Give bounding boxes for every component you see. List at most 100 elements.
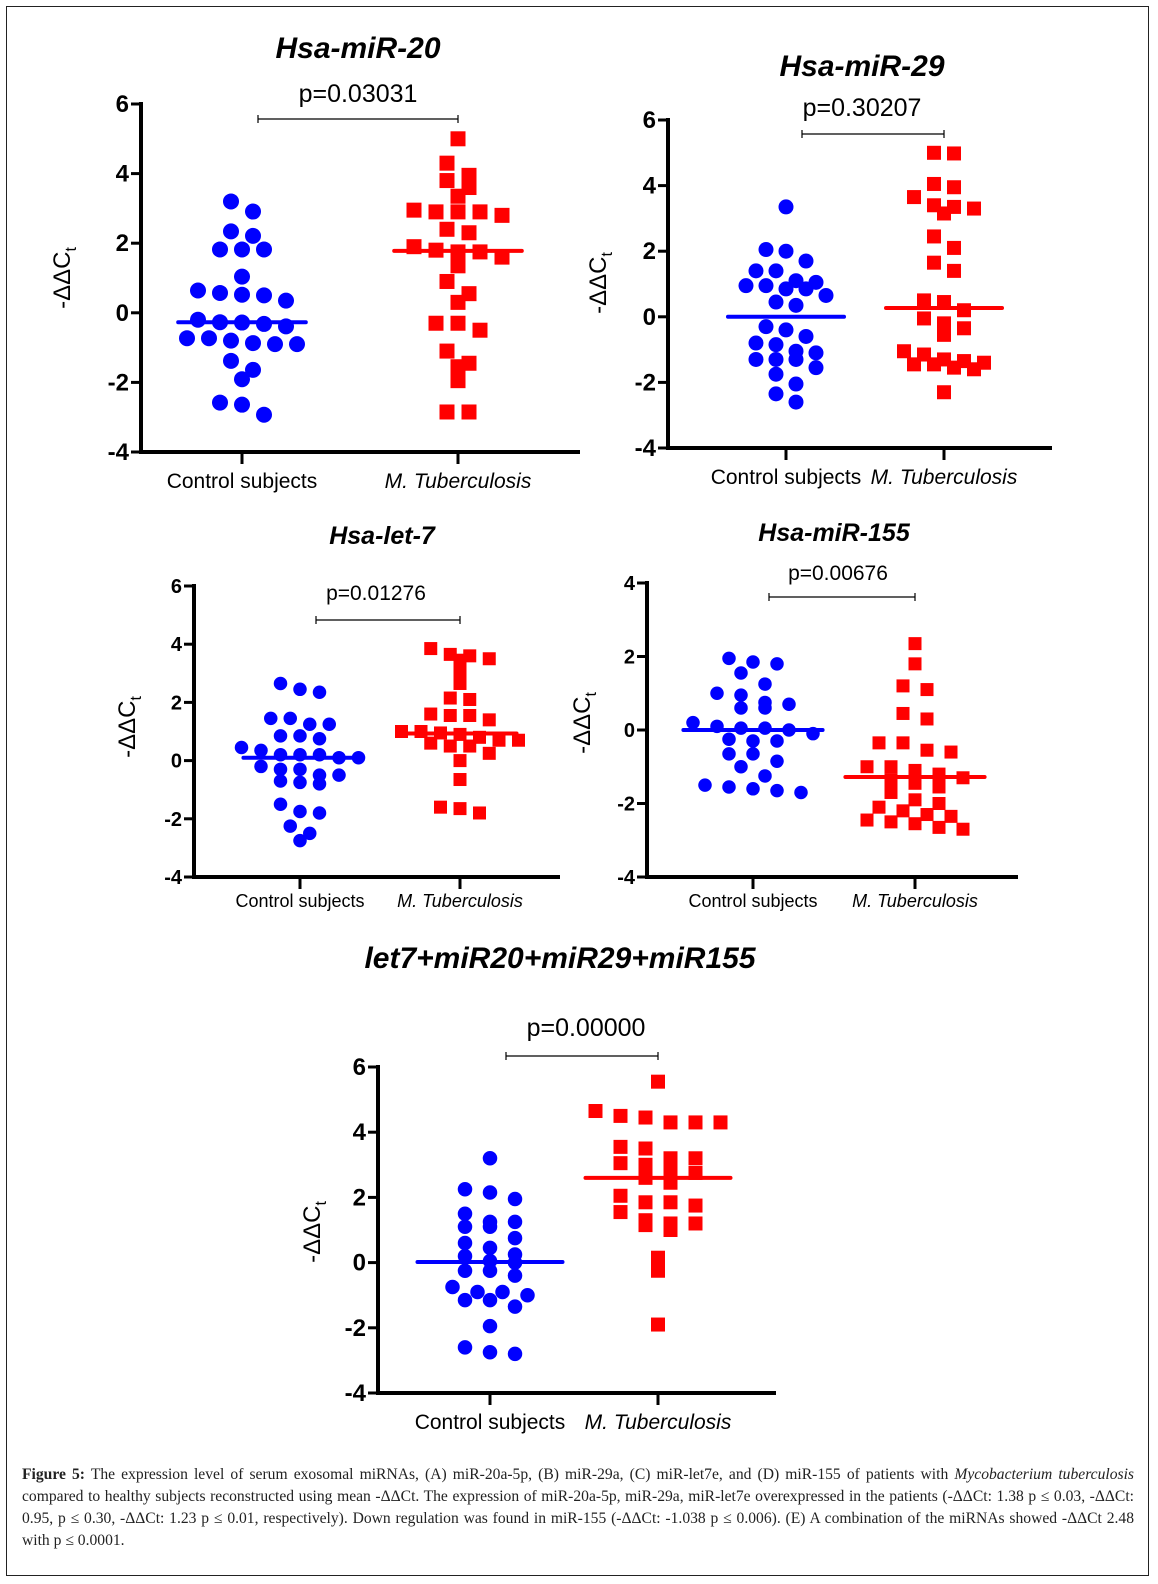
y-axis-label-subscript: t xyxy=(599,252,616,257)
data-point-patient xyxy=(638,1218,653,1233)
data-point-control xyxy=(256,241,272,258)
data-point-patient xyxy=(663,1195,678,1210)
data-point-control xyxy=(457,1182,473,1197)
data-point-control xyxy=(482,1263,498,1278)
data-point-control xyxy=(190,311,206,328)
chart-title: Hsa-miR-20 xyxy=(275,32,440,65)
data-point-control xyxy=(457,1263,473,1278)
data-point-control xyxy=(445,1279,460,1295)
y-axis-label-subscript: t xyxy=(583,692,600,697)
y-axis-label-main: -ΔΔC xyxy=(569,697,596,754)
panel-B: Hsa-miR-29 p=0.30207 6 4 2 0 -2 -4 Control subje… xyxy=(585,50,1052,489)
data-point-control xyxy=(267,336,283,353)
data-point-control xyxy=(788,297,804,313)
data-point-control xyxy=(770,783,784,798)
data-point-patient xyxy=(651,1317,665,1332)
data-point-control xyxy=(788,273,804,289)
data-point-patient xyxy=(860,760,874,774)
data-point-control xyxy=(234,371,250,388)
data-point-control xyxy=(283,711,297,726)
data-point-control xyxy=(768,337,784,353)
y-tick-label: -2 xyxy=(108,369,129,396)
data-point-patient xyxy=(638,1110,653,1125)
data-point-control xyxy=(245,203,261,220)
y-tick-label: 0 xyxy=(116,300,129,327)
data-point-control xyxy=(520,1287,535,1303)
data-point-patient xyxy=(613,1156,628,1171)
data-point-patient xyxy=(439,221,455,237)
data-point-control xyxy=(234,286,250,303)
data-point-patient xyxy=(494,249,510,265)
data-point-patient xyxy=(463,739,477,753)
data-point-patient xyxy=(884,760,898,774)
data-point-patient xyxy=(947,180,961,195)
data-point-control xyxy=(254,759,268,774)
data-point-patient xyxy=(967,201,981,216)
data-point-control xyxy=(482,1292,498,1308)
data-point-control xyxy=(303,826,317,841)
panel-E: let7+miR20+miR29+miR155 p=0.00000 6 4 2 0 -2 -4… xyxy=(299,942,776,1434)
data-point-patient xyxy=(463,692,477,706)
data-point-patient xyxy=(713,1115,728,1130)
data-point-patient xyxy=(932,797,946,810)
y-tick-label: 6 xyxy=(643,107,656,134)
data-point-control xyxy=(507,1268,523,1283)
data-point-control xyxy=(457,1248,473,1264)
data-point-control xyxy=(482,1219,498,1234)
data-point-patient xyxy=(443,708,457,722)
data-point-control xyxy=(507,1191,523,1207)
data-point-control xyxy=(245,361,261,378)
data-point-control xyxy=(778,199,794,215)
data-point-control xyxy=(507,1346,523,1362)
data-point-control xyxy=(278,292,294,309)
data-point-patient xyxy=(482,652,496,666)
data-point-control xyxy=(273,676,288,691)
data-point-patient xyxy=(472,322,488,338)
y-tick-label: 4 xyxy=(171,634,183,656)
data-point-patient xyxy=(428,315,444,331)
data-point-patient xyxy=(461,225,477,241)
data-point-patient xyxy=(453,773,467,787)
x-tick-label: M. Tuberculosis xyxy=(585,1411,732,1434)
p-value-label: p=0.01276 xyxy=(326,582,426,605)
data-point-patient xyxy=(663,1164,678,1179)
data-point-control xyxy=(758,677,772,691)
data-point-control xyxy=(283,819,297,833)
data-point-patient xyxy=(884,815,898,829)
data-point-control xyxy=(212,284,228,301)
data-point-patient xyxy=(908,763,922,777)
data-point-control xyxy=(273,774,288,788)
data-point-patient xyxy=(450,315,466,331)
data-point-patient xyxy=(937,316,951,331)
y-tick-label: 0 xyxy=(171,751,182,773)
y-tick-label: -4 xyxy=(345,1380,367,1407)
data-point-control xyxy=(457,1235,473,1251)
y-tick-label: -2 xyxy=(345,1315,366,1342)
data-point-control xyxy=(734,688,748,702)
data-point-patient xyxy=(613,1108,628,1123)
data-point-control xyxy=(768,366,784,382)
y-axis-label: -ΔΔCt xyxy=(585,252,616,314)
data-point-patient xyxy=(920,683,934,697)
data-point-patient xyxy=(406,202,422,218)
data-point-patient xyxy=(908,657,922,671)
data-point-control xyxy=(293,804,307,819)
y-tick-label: -4 xyxy=(617,867,636,889)
data-point-control xyxy=(746,734,760,748)
data-point-control xyxy=(722,732,736,746)
data-point-control xyxy=(798,253,814,269)
data-point-control xyxy=(686,715,700,730)
x-tick-label: Control subjects xyxy=(711,466,862,489)
data-point-control xyxy=(748,335,764,351)
data-point-patient xyxy=(453,665,467,679)
data-point-control xyxy=(245,335,261,352)
data-point-patient xyxy=(947,360,961,375)
data-point-patient xyxy=(920,743,934,757)
data-point-patient xyxy=(944,809,958,823)
data-point-patient xyxy=(450,258,466,274)
data-point-patient xyxy=(927,357,941,372)
y-tick-label: 4 xyxy=(643,173,657,200)
data-point-control xyxy=(758,701,772,715)
data-point-control xyxy=(223,223,239,240)
